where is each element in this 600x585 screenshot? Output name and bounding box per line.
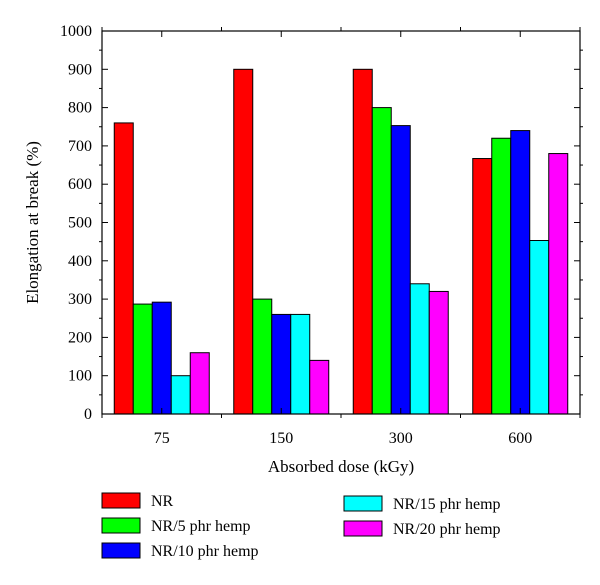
legend-label: NR [151,493,174,510]
y-tick-label: 300 [68,291,92,308]
y-tick-label: 200 [68,329,92,346]
y-tick-label: 0 [84,406,92,423]
y-tick-label: 800 [68,100,92,117]
bar [113,122,134,415]
legend-label: NR/20 phr hemp [393,521,501,538]
legend-label: NR/5 phr hemp [151,518,251,535]
legend-label: NR/15 phr hemp [393,496,501,513]
bar [352,68,373,415]
x-tick-label: 300 [389,430,413,447]
legend-swatch [101,517,141,534]
bar [252,298,273,415]
bar [189,352,210,415]
y-tick-label: 400 [68,253,92,270]
y-axis-title: Elongation at break (%) [23,141,42,304]
bar [529,240,550,415]
x-tick-label: 600 [508,430,532,447]
y-tick-label: 500 [68,215,92,232]
x-tick-label: 150 [269,430,293,447]
bar-group [113,68,569,415]
bar [472,158,493,415]
bar [132,303,153,415]
bar [510,130,531,415]
y-tick-label: 700 [68,138,92,155]
legend-swatch [343,520,383,537]
x-tick-label: 75 [154,430,170,447]
bar [548,153,569,415]
y-axis: 0 100 200 300 400 500 600 700 800 900 1000 [60,23,583,423]
x-axis-title: Absorbed dose (kGy) [268,457,414,476]
bar [290,313,311,415]
bar [390,125,411,415]
x-axis: 75 150 300 600 [101,27,581,447]
bar [170,375,191,415]
legend-swatch [343,495,383,512]
bar [409,283,430,415]
legend: NR NR/5 phr hemp NR/10 phr hemp NR/15 phr h… [101,492,501,560]
legend-swatch [101,492,141,509]
bar [309,359,330,415]
bar [491,137,512,415]
y-tick-label: 100 [68,368,92,385]
bar [271,313,292,415]
bar [151,301,172,415]
legend-swatch [101,542,141,559]
y-tick-label: 1000 [60,23,92,40]
y-tick-label: 600 [68,176,92,193]
legend-label: NR/10 phr hemp [151,543,259,560]
y-tick-label: 900 [68,61,92,78]
bar [371,107,392,415]
bar [233,68,254,415]
bar [428,290,449,415]
